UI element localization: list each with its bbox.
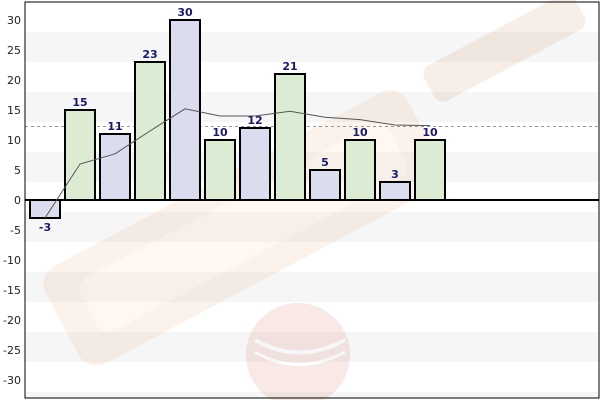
bar — [309, 169, 341, 201]
y-tick-label: 20 — [7, 74, 21, 87]
data-label: 23 — [142, 48, 157, 61]
bar — [64, 109, 96, 201]
data-label: 10 — [422, 126, 438, 139]
y-tick-label: -15 — [3, 284, 21, 297]
data-label: 3 — [391, 168, 399, 181]
data-label: -3 — [39, 221, 51, 234]
y-tick-label: -30 — [3, 374, 21, 387]
data-label: 10 — [212, 126, 228, 139]
bar — [239, 127, 271, 201]
bars — [29, 19, 446, 219]
grid-band — [25, 212, 599, 242]
bar — [274, 73, 306, 201]
data-label: 15 — [72, 96, 87, 109]
grid-band — [25, 32, 599, 62]
bar — [204, 139, 236, 201]
data-label: 5 — [321, 156, 329, 169]
y-tick-label: 0 — [14, 194, 21, 207]
data-label: 21 — [282, 60, 297, 73]
grid-band — [25, 272, 599, 302]
bar — [379, 181, 411, 201]
trend-line — [44, 108, 431, 219]
data-label: 30 — [177, 6, 193, 19]
y-tick-label: -10 — [3, 254, 21, 267]
grid-band — [25, 92, 599, 122]
bar — [99, 133, 131, 201]
data-label: 11 — [107, 120, 122, 133]
grid-band — [25, 332, 599, 362]
bar — [344, 139, 376, 201]
plot-area-frame — [24, 1, 600, 399]
data-label: 10 — [352, 126, 368, 139]
data-label: 12 — [247, 114, 262, 127]
y-tick-label: 10 — [7, 134, 21, 147]
y-tick-label: 30 — [7, 14, 21, 27]
data-labels: -3 15 11 23 30 10 12 21 5 10 3 10 — [39, 6, 438, 234]
y-tick-label: 25 — [7, 44, 21, 57]
y-axis-ticks: 30 25 20 15 10 5 0 -5 -10 -15 -20 -25 -30 — [3, 14, 21, 387]
y-tick-label: 5 — [14, 164, 21, 177]
y-tick-label: 15 — [7, 104, 21, 117]
bar — [169, 19, 201, 201]
bar — [414, 139, 446, 201]
y-tick-label: -25 — [3, 344, 21, 357]
y-tick-label: -20 — [3, 314, 21, 327]
y-tick-label: -5 — [10, 224, 21, 237]
grid-band — [25, 392, 599, 398]
